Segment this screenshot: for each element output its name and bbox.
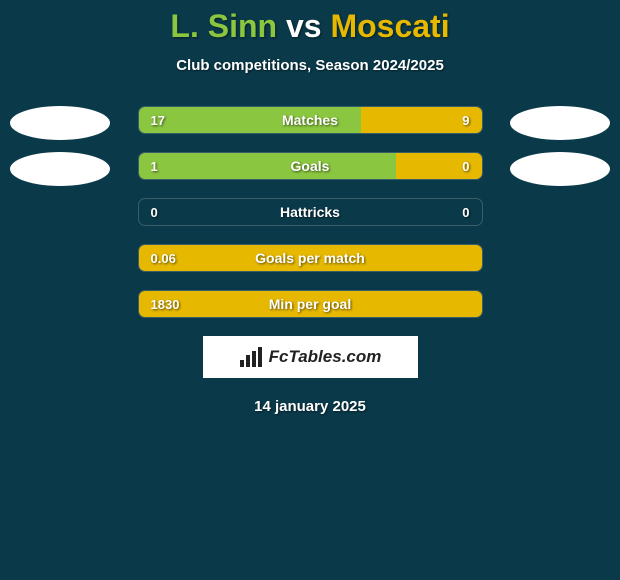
stat-bar-right-fill (396, 153, 482, 179)
title: L. Sinn vs Moscati (0, 8, 620, 45)
stat-bar-row: 0.06Goals per match (138, 244, 483, 272)
subtitle: Club competitions, Season 2024/2025 (0, 57, 620, 74)
player1-name: L. Sinn (170, 8, 277, 44)
player2-name: Moscati (330, 8, 449, 44)
title-vs: vs (286, 8, 322, 44)
comparison-infographic: L. Sinn vs Moscati Club competitions, Se… (0, 0, 620, 415)
stat-bar-left-fill (139, 291, 482, 317)
stat-left-value: 0 (151, 199, 158, 225)
stat-right-value: 0 (462, 199, 469, 225)
player2-avatar-group (510, 106, 610, 206)
stat-bar-row: 10Goals (138, 152, 483, 180)
stat-label: Hattricks (139, 199, 482, 225)
player1-avatar-group (10, 106, 110, 206)
player1-avatar-placeholder (10, 106, 110, 140)
player1-team-placeholder (10, 152, 110, 186)
stat-bar-row: 0 0Hattricks (138, 198, 483, 226)
stat-bars: 179Matches 10Goals 0 0Hattricks 0.06Goals pe… (138, 106, 483, 318)
stat-bar-left-fill (139, 153, 396, 179)
stat-bar-left-fill (139, 245, 482, 271)
stat-bar-left-fill (139, 107, 362, 133)
player2-team-placeholder (510, 152, 610, 186)
stat-bar-right-fill (361, 107, 481, 133)
date: 14 january 2025 (0, 398, 620, 415)
fctables-logo: FcTables.com (203, 336, 418, 378)
fctables-logo-text: FcTables.com (269, 347, 382, 367)
stats-area: 179Matches 10Goals 0 0Hattricks 0.06Goals pe… (0, 106, 620, 318)
stat-bar-row: 179Matches (138, 106, 483, 134)
stat-bar-row: 1830Min per goal (138, 290, 483, 318)
fctables-bars-icon (239, 346, 265, 368)
player2-avatar-placeholder (510, 106, 610, 140)
